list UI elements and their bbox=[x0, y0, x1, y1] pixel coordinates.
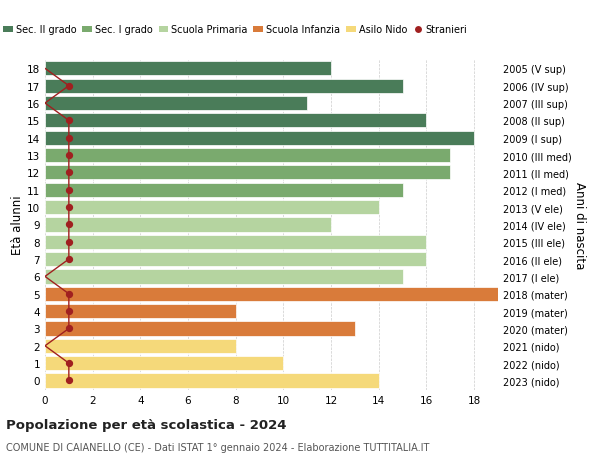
Point bbox=[64, 152, 74, 159]
Point bbox=[64, 187, 74, 194]
Y-axis label: Età alunni: Età alunni bbox=[11, 195, 24, 255]
Bar bbox=[45, 131, 474, 146]
Point bbox=[64, 239, 74, 246]
Point bbox=[64, 256, 74, 263]
Bar bbox=[45, 304, 236, 319]
Bar bbox=[45, 149, 451, 163]
Bar bbox=[45, 62, 331, 76]
Bar bbox=[45, 166, 451, 180]
Bar bbox=[45, 356, 283, 370]
Bar bbox=[45, 287, 498, 301]
Point bbox=[64, 221, 74, 229]
Bar bbox=[45, 252, 427, 267]
Bar bbox=[45, 79, 403, 94]
Point bbox=[64, 204, 74, 211]
Point bbox=[64, 169, 74, 177]
Bar bbox=[45, 114, 427, 128]
Point bbox=[64, 325, 74, 332]
Y-axis label: Anni di nascita: Anni di nascita bbox=[572, 181, 586, 269]
Bar bbox=[45, 339, 236, 353]
Bar bbox=[45, 218, 331, 232]
Point bbox=[64, 83, 74, 90]
Bar bbox=[45, 374, 379, 388]
Point bbox=[64, 360, 74, 367]
Bar bbox=[45, 322, 355, 336]
Point bbox=[64, 291, 74, 298]
Bar bbox=[45, 235, 427, 249]
Point bbox=[64, 135, 74, 142]
Point bbox=[64, 377, 74, 384]
Point bbox=[64, 118, 74, 125]
Point bbox=[64, 308, 74, 315]
Legend: Sec. II grado, Sec. I grado, Scuola Primaria, Scuola Infanzia, Asilo Nido, Stran: Sec. II grado, Sec. I grado, Scuola Prim… bbox=[0, 22, 471, 39]
Text: COMUNE DI CAIANELLO (CE) - Dati ISTAT 1° gennaio 2024 - Elaborazione TUTTITALIA.: COMUNE DI CAIANELLO (CE) - Dati ISTAT 1°… bbox=[6, 442, 430, 452]
Bar bbox=[45, 97, 307, 111]
Bar bbox=[45, 183, 403, 197]
Text: Popolazione per età scolastica - 2024: Popolazione per età scolastica - 2024 bbox=[6, 418, 287, 431]
Bar bbox=[45, 270, 403, 284]
Bar bbox=[45, 201, 379, 215]
